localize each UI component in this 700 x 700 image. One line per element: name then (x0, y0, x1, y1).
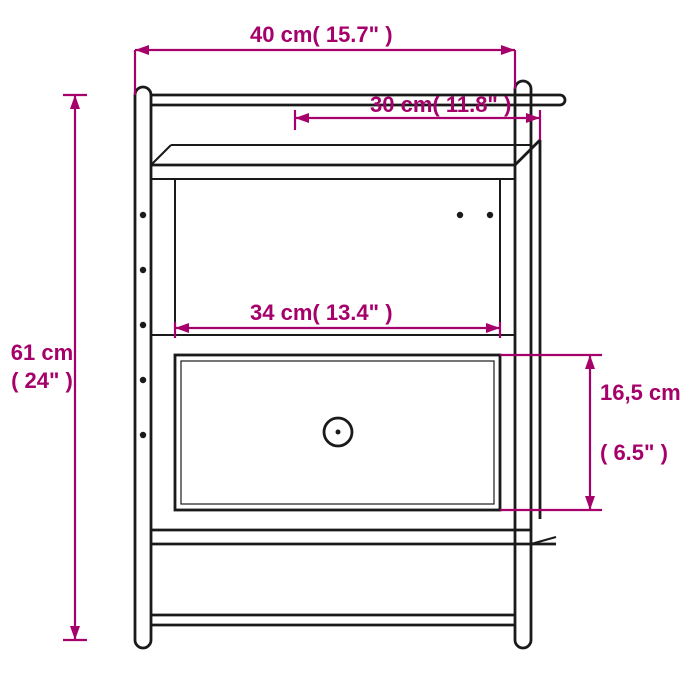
drawer-h-in: ( 6.5" ) (600, 440, 668, 465)
inner_width: 34 cm( 13.4" ) (250, 300, 393, 325)
width-top-label: 40 cm( 15.7" ) (250, 22, 393, 47)
diagram-canvas: 40 cm( 15.7" ) 30 cm( 11.8" ) 34 cm( 13.4"… (0, 0, 700, 700)
drawer-h-cm: 16,5 cm (600, 380, 681, 405)
dimensions: 40 cm( 15.7" ) 30 cm( 11.8" ) 34 cm( 13.4"… (11, 22, 681, 640)
depth-label: 30 cm( 11.8" ) (370, 92, 511, 117)
height_left-in: ( 24" ) (11, 368, 73, 393)
product-outline (135, 81, 565, 648)
dimension-drawing: 40 cm( 15.7" ) 30 cm( 11.8" ) 34 cm( 13.4"… (0, 0, 700, 700)
height_left-cm: 61 cm (11, 340, 73, 365)
